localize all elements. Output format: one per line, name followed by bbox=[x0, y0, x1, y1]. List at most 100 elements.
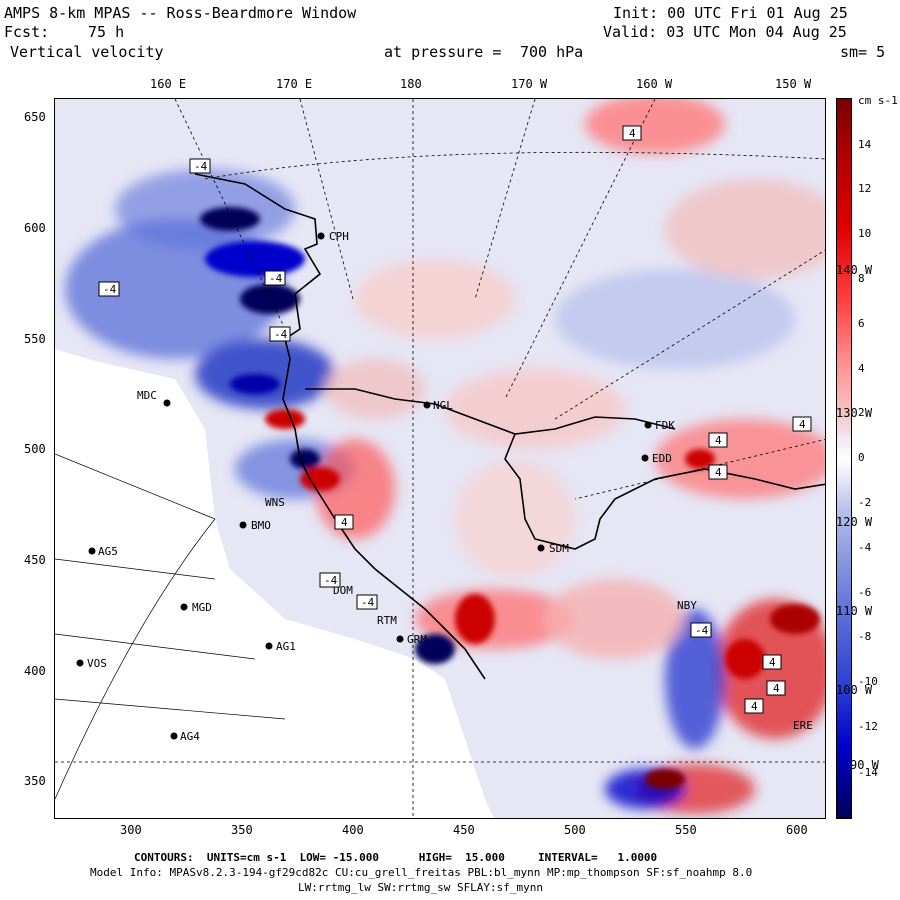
station-label: RTM bbox=[377, 614, 397, 627]
station-label: NBY bbox=[677, 599, 697, 612]
y-tick-label: 500 bbox=[24, 442, 46, 456]
station-marker bbox=[317, 232, 325, 240]
top-lon-label: 150 W bbox=[775, 77, 812, 91]
station-marker bbox=[423, 401, 431, 409]
contour-label: 4 bbox=[773, 682, 780, 695]
map-canvas: CPH MDC NGL FDK EDD AG5 BMO SDM MGD AG1 … bbox=[55, 99, 825, 818]
velocity-shading bbox=[65, 99, 825, 814]
station-label: VOS bbox=[87, 657, 107, 670]
contour-label: 4 bbox=[751, 700, 758, 713]
top-lon-label: 160 W bbox=[636, 77, 673, 91]
y-tick-label: 550 bbox=[24, 332, 46, 346]
contour-label: 4 bbox=[341, 516, 348, 529]
field-name: Vertical velocity bbox=[10, 43, 164, 61]
y-tick-label: 600 bbox=[24, 221, 46, 235]
colorbar-tick: 14 bbox=[858, 138, 872, 151]
colorbar-tick: -12 bbox=[858, 720, 878, 733]
x-tick-label: 400 bbox=[342, 823, 364, 837]
y-tick-label: 450 bbox=[24, 553, 46, 567]
station-label: AG4 bbox=[180, 730, 200, 743]
station-label: GRM bbox=[407, 633, 427, 646]
contour-label: -4 bbox=[695, 624, 709, 637]
y-tick-label: 650 bbox=[24, 110, 46, 124]
x-tick-label: 350 bbox=[231, 823, 253, 837]
colorbar-tick: -2 bbox=[858, 496, 872, 509]
vertical-velocity-map[interactable]: CPH MDC NGL FDK EDD AG5 BMO SDM MGD AG1 … bbox=[54, 98, 826, 819]
contour-label: 4 bbox=[629, 127, 636, 140]
colorbar-tick: -14 bbox=[858, 766, 878, 779]
right-lon-label: 140 W bbox=[836, 263, 873, 277]
station-label: BMO bbox=[251, 519, 271, 532]
station-marker bbox=[396, 635, 404, 643]
graticule bbox=[55, 99, 825, 818]
station-marker bbox=[537, 544, 545, 552]
contour-label: -4 bbox=[103, 283, 117, 296]
colorbar bbox=[836, 98, 852, 819]
right-lon-label: 120 W bbox=[836, 515, 873, 529]
top-lon-label: 160 E bbox=[150, 77, 187, 91]
station-label: MDC bbox=[137, 389, 157, 402]
x-tick-label: 550 bbox=[675, 823, 697, 837]
station-label: AG1 bbox=[276, 640, 296, 653]
init-time: Init: 00 UTC Fri 01 Aug 25 bbox=[613, 4, 848, 22]
colorbar-tick: 2 bbox=[858, 406, 865, 419]
y-tick-label: 350 bbox=[24, 774, 46, 788]
forecast-hour: 75 h bbox=[88, 23, 125, 41]
smoothing: sm= 5 bbox=[840, 43, 886, 61]
station-marker bbox=[88, 547, 96, 555]
colorbar-tick: -8 bbox=[858, 630, 872, 643]
contour-label: 4 bbox=[715, 434, 722, 447]
station-marker bbox=[76, 659, 84, 667]
coastline bbox=[194, 173, 825, 680]
station-marker bbox=[265, 642, 273, 650]
station-marker bbox=[180, 603, 188, 611]
x-tick-label: 300 bbox=[120, 823, 142, 837]
polar-grid bbox=[55, 453, 286, 800]
contour-label: 4 bbox=[769, 656, 776, 669]
right-lon-label: 110 W bbox=[836, 604, 873, 618]
station-markers: CPH MDC NGL FDK EDD AG5 BMO SDM MGD AG1 … bbox=[76, 230, 813, 743]
contour-label: -4 bbox=[269, 272, 283, 285]
right-lon-label: 130 W bbox=[836, 406, 873, 420]
contour-label: 4 bbox=[715, 466, 722, 479]
station-marker bbox=[170, 732, 178, 740]
y-tick-label: 400 bbox=[24, 664, 46, 678]
colorbar-tick: 12 bbox=[858, 182, 872, 195]
station-label: AG5 bbox=[98, 545, 118, 558]
contour-labels: -4 -4 -4 -4 -4 -4 -4 4 4 4 4 4 4 4 4 -4 bbox=[98, 125, 812, 714]
x-tick-label: 450 bbox=[453, 823, 475, 837]
x-tick-label: 500 bbox=[564, 823, 586, 837]
colorbar-tick: 4 bbox=[858, 362, 865, 375]
contour-label: -4 bbox=[274, 328, 288, 341]
station-label: WNS bbox=[265, 496, 285, 509]
strong-cells bbox=[200, 207, 820, 789]
station-label: FDK bbox=[655, 419, 675, 432]
right-lon-label: 100 W bbox=[836, 683, 873, 697]
station-label: CPH bbox=[329, 230, 349, 243]
colorbar-tick: 6 bbox=[858, 317, 865, 330]
station-label: ERE bbox=[793, 719, 813, 732]
colorbar-tick: -10 bbox=[858, 675, 878, 688]
station-label: MGD bbox=[192, 601, 212, 614]
masked-region bbox=[55, 349, 495, 818]
contour-info: CONTOURS: UNITS=cm s-1 LOW= -15.000 HIGH… bbox=[134, 851, 658, 864]
model-info: Model Info: MPASv8.2.3-194-gf29cd82c CU:… bbox=[90, 866, 753, 879]
station-label: EDD bbox=[652, 452, 672, 465]
contour-label: -4 bbox=[361, 596, 375, 609]
contour-label: -4 bbox=[194, 160, 208, 173]
top-lon-label: 180 bbox=[400, 77, 422, 91]
forecast-label: Fcst: bbox=[4, 23, 50, 41]
colorbar-tick: 8 bbox=[858, 272, 865, 285]
x-tick-label: 600 bbox=[786, 823, 808, 837]
station-marker bbox=[641, 454, 649, 462]
station-marker bbox=[644, 421, 652, 429]
physics-info: LW:rrtmg_lw SW:rrtmg_sw SFLAY:sf_mynn bbox=[298, 881, 544, 894]
map-title: AMPS 8-km MPAS -- Ross-Beardmore Window bbox=[4, 4, 357, 22]
top-lon-label: 170 W bbox=[511, 77, 548, 91]
colorbar-units: cm s-1 bbox=[858, 94, 898, 107]
contour-label: 4 bbox=[799, 418, 806, 431]
station-marker bbox=[239, 521, 247, 529]
station-label: SDM bbox=[549, 542, 569, 555]
right-lon-label: 90 W bbox=[850, 758, 879, 772]
colorbar-tick: 10 bbox=[858, 227, 872, 240]
